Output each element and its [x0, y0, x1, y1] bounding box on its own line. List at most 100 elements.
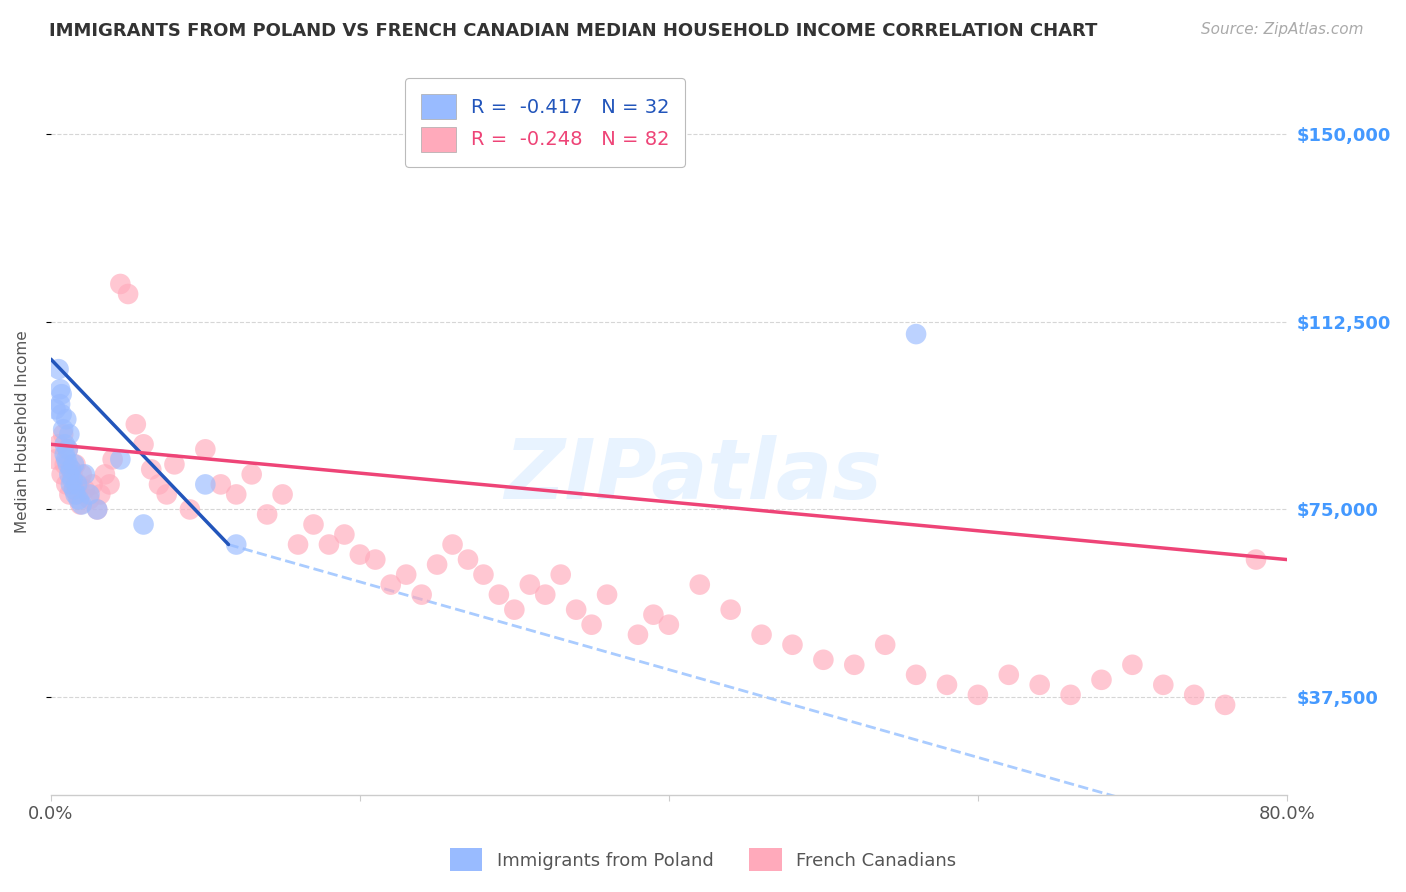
Point: [117, 287, 139, 301]
Point: [627, 628, 650, 642]
Y-axis label: Median Household Income: Median Household Income: [15, 330, 30, 533]
Point: [65, 458, 87, 472]
Point: [905, 668, 928, 682]
Point: [70, 498, 93, 512]
Point: [411, 588, 433, 602]
Point: [271, 487, 294, 501]
Point: [82, 477, 104, 491]
Point: [49, 397, 72, 411]
Point: [51, 467, 73, 482]
Point: [98, 477, 121, 491]
Point: [844, 657, 866, 672]
Point: [503, 602, 526, 616]
Point: [69, 498, 91, 512]
Point: [457, 552, 479, 566]
Point: [441, 537, 464, 551]
Point: [58, 467, 80, 482]
Point: [581, 617, 603, 632]
Point: [658, 617, 681, 632]
Point: [63, 483, 86, 497]
Point: [58, 427, 80, 442]
Point: [62, 467, 84, 482]
Point: [56, 442, 79, 457]
Point: [56, 458, 79, 472]
Point: [86, 502, 108, 516]
Point: [349, 548, 371, 562]
Point: [905, 327, 928, 342]
Point: [59, 477, 82, 491]
Point: [1059, 688, 1081, 702]
Legend: Immigrants from Poland, French Canadians: Immigrants from Poland, French Canadians: [443, 841, 963, 879]
Point: [565, 602, 588, 616]
Point: [472, 567, 495, 582]
Point: [51, 407, 73, 421]
Point: [66, 477, 89, 491]
Text: ZIPatlas: ZIPatlas: [505, 435, 883, 516]
Point: [141, 462, 163, 476]
Point: [70, 467, 93, 482]
Point: [55, 452, 77, 467]
Point: [1152, 678, 1174, 692]
Point: [1028, 678, 1050, 692]
Point: [59, 462, 82, 476]
Legend: R =  -0.417   N = 32, R =  -0.248   N = 82: R = -0.417 N = 32, R = -0.248 N = 82: [405, 78, 685, 167]
Point: [1182, 688, 1205, 702]
Point: [256, 508, 278, 522]
Point: [1244, 552, 1267, 566]
Point: [997, 668, 1019, 682]
Point: [1213, 698, 1236, 712]
Point: [58, 487, 80, 501]
Point: [110, 277, 132, 291]
Point: [56, 442, 79, 457]
Point: [53, 458, 76, 472]
Point: [55, 412, 77, 426]
Point: [643, 607, 665, 622]
Point: [519, 577, 541, 591]
Point: [720, 602, 742, 616]
Point: [48, 437, 70, 451]
Point: [65, 487, 87, 501]
Point: [194, 442, 217, 457]
Text: Source: ZipAtlas.com: Source: ZipAtlas.com: [1201, 22, 1364, 37]
Point: [148, 477, 170, 491]
Point: [53, 447, 76, 461]
Point: [194, 477, 217, 491]
Point: [209, 477, 232, 491]
Point: [62, 472, 84, 486]
Point: [52, 427, 75, 442]
Point: [89, 487, 111, 501]
Point: [875, 638, 897, 652]
Point: [550, 567, 572, 582]
Point: [426, 558, 449, 572]
Point: [1121, 657, 1143, 672]
Point: [67, 477, 90, 491]
Point: [79, 487, 101, 501]
Point: [94, 467, 117, 482]
Point: [967, 688, 990, 702]
Point: [240, 467, 263, 482]
Point: [110, 452, 132, 467]
Point: [488, 588, 510, 602]
Point: [49, 382, 72, 396]
Point: [73, 467, 96, 482]
Point: [86, 502, 108, 516]
Point: [225, 487, 247, 501]
Point: [132, 437, 155, 451]
Point: [936, 678, 959, 692]
Text: IMMIGRANTS FROM POLAND VS FRENCH CANADIAN MEDIAN HOUSEHOLD INCOME CORRELATION CH: IMMIGRANTS FROM POLAND VS FRENCH CANADIA…: [49, 22, 1098, 40]
Point: [79, 492, 101, 507]
Point: [534, 588, 557, 602]
Point: [689, 577, 711, 591]
Point: [59, 462, 82, 476]
Point: [163, 458, 186, 472]
Point: [44, 452, 66, 467]
Point: [67, 492, 90, 507]
Point: [1090, 673, 1112, 687]
Point: [132, 517, 155, 532]
Point: [48, 362, 70, 376]
Point: [179, 502, 201, 516]
Point: [55, 477, 77, 491]
Point: [287, 537, 309, 551]
Point: [73, 483, 96, 497]
Point: [751, 628, 773, 642]
